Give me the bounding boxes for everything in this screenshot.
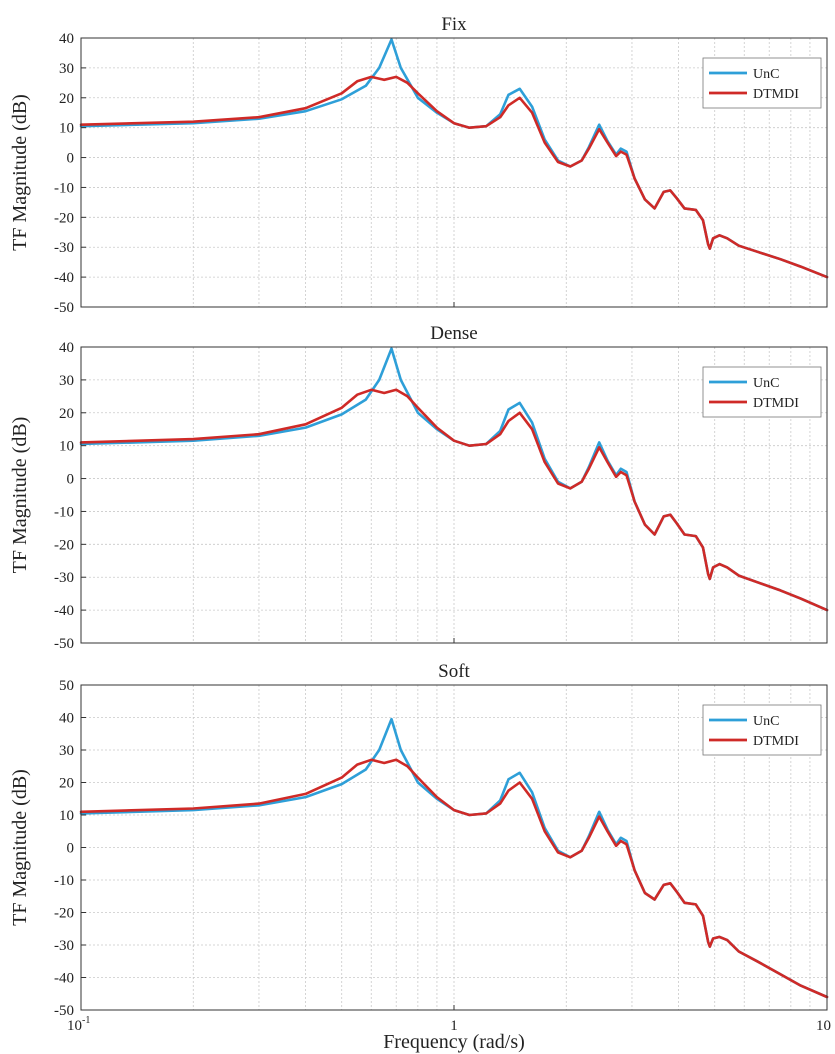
x-tick-label: 1 [450,1018,458,1034]
legend-label-unc: UnC [753,376,779,391]
chart-title: Fix [441,14,467,35]
y-tick-label: -30 [54,240,74,256]
y-tick-label: 40 [59,711,74,727]
y-tick-label: -20 [54,537,74,553]
legend-label-unc: UnC [753,67,779,82]
chart-title: Dense [430,323,477,344]
y-tick-label: 30 [59,61,74,77]
y-axis-label: TF Magnitude (dB) [9,769,31,926]
legend-label-dtmdi: DTMDI [753,87,799,102]
y-tick-label: -30 [54,570,74,586]
chart-panel-fix: 40 30 20 10 0 -10 -20 -30 -40 -50 Fix TF Magnitude … [9,14,829,316]
x-axis-label: Frequency (rad/s) [383,1031,525,1053]
y-tick-label: -40 [54,971,74,987]
legend: UnC DTMDI [702,704,822,756]
y-tick-label: 50 [59,678,74,694]
y-tick-label: -40 [54,603,74,619]
y-tick-label: 30 [59,743,74,759]
y-tick-label: 10 [59,121,74,137]
y-tick-label: -20 [54,906,74,922]
y-tick-label: 0 [67,472,75,488]
y-tick-label: -30 [54,938,74,954]
y-tick-label: -50 [54,1003,74,1019]
y-tick-label: -10 [54,504,74,520]
y-tick-label: 0 [67,151,75,167]
y-tick-label: 40 [59,31,74,47]
y-tick-label: 20 [59,91,74,107]
chart-title: Soft [438,661,470,682]
legend: UnC DTMDI [702,366,822,418]
y-tick-label: 40 [59,340,74,356]
y-axis-label: TF Magnitude (dB) [9,417,31,574]
legend-label-dtmdi: DTMDI [753,396,799,411]
legend-box [702,366,822,418]
x-tick-label: 10-1 [67,1015,90,1034]
y-tick-label: 10 [59,808,74,824]
y-tick-label: 0 [67,841,75,857]
y-tick-label: 30 [59,373,74,389]
y-tick-label: -10 [54,873,74,889]
y-tick-label: 10 [59,439,74,455]
legend-box [702,57,822,109]
y-tick-label: -50 [54,636,74,652]
x-tick-base: 10 [67,1018,82,1034]
series-line-dtmdi [79,75,829,279]
series-line-dtmdi [79,388,829,612]
x-tick-exponent: -1 [82,1015,90,1026]
chart-panel-dense: 40 30 20 10 0 -10 -20 -30 -40 -50 Dense TF Magnitud… [9,323,829,652]
y-axis-label: TF Magnitude (dB) [9,94,31,251]
x-tick-base: 10 [816,1018,831,1034]
y-tick-label: 20 [59,406,74,422]
legend: UnC DTMDI [702,57,822,109]
legend-label-dtmdi: DTMDI [753,734,799,749]
legend-label-unc: UnC [753,714,779,729]
y-tick-label: -20 [54,210,74,226]
y-tick-label: -40 [54,270,74,286]
x-tick-label: 10 [816,1018,831,1034]
y-tick-label: 20 [59,776,74,792]
series-line-dtmdi [79,758,829,999]
y-tick-label: -50 [54,300,74,316]
y-tick-label: -10 [54,180,74,196]
x-tick-base: 1 [450,1018,458,1034]
legend-box [702,704,822,756]
